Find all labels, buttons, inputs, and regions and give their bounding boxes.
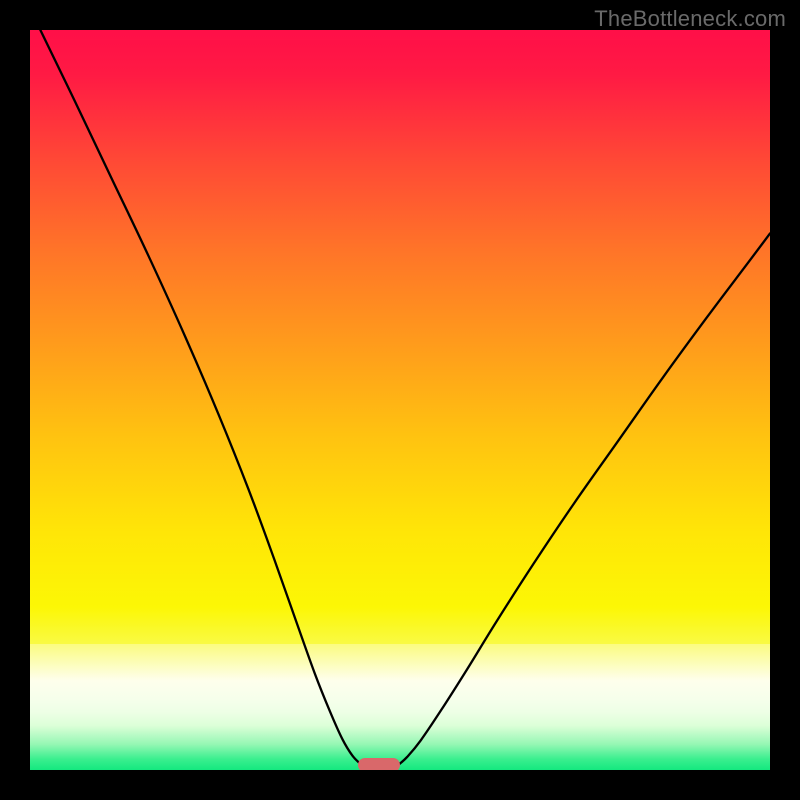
- right-curve: [399, 234, 770, 765]
- bottleneck-marker: [358, 758, 400, 770]
- plot-area: [30, 30, 770, 770]
- left-curve: [40, 30, 361, 765]
- curves-svg: [30, 30, 770, 770]
- watermark-text: TheBottleneck.com: [594, 6, 786, 32]
- plot-outer-frame: [0, 0, 800, 800]
